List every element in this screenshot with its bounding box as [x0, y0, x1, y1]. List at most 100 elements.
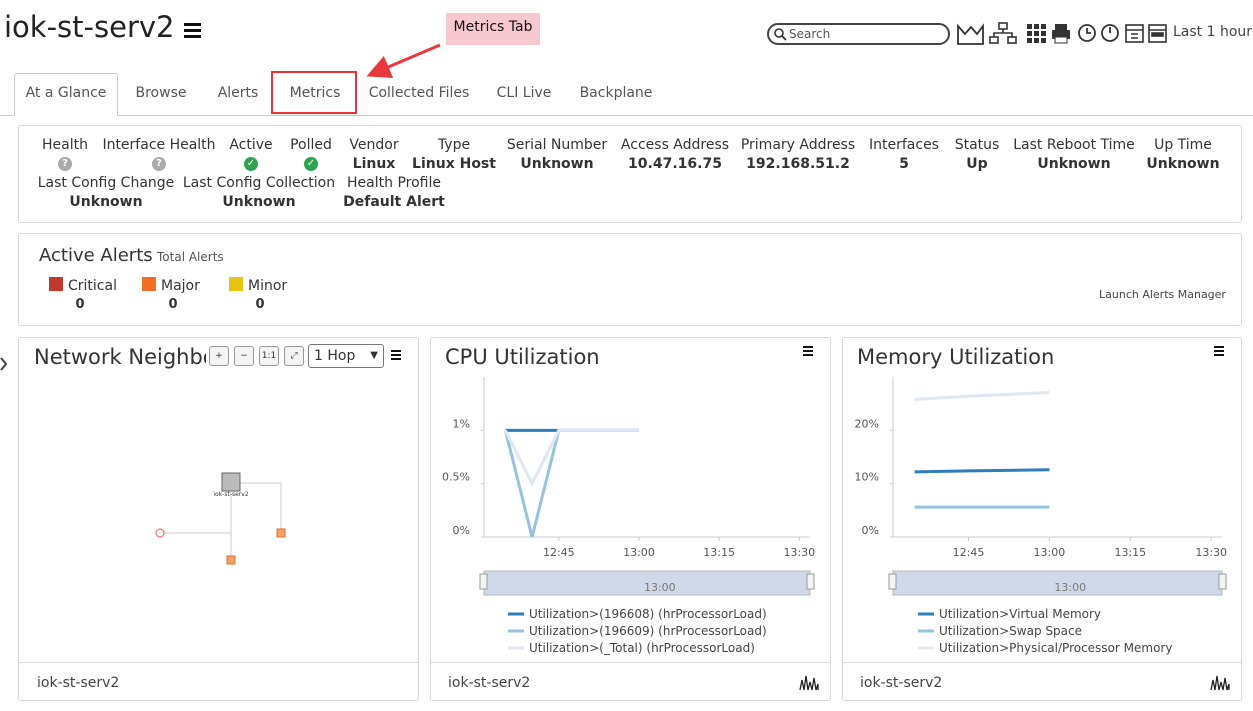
field-value: 5 [899, 156, 909, 172]
x-tick-label: 13:30 [1195, 546, 1227, 559]
x-tick-label: 13:15 [1114, 546, 1146, 559]
field-value: Up [966, 156, 988, 172]
footer-line [19, 662, 418, 663]
memory-footer: iok-st-serv2 [860, 675, 943, 691]
cpu-title: CPU Utilization [445, 345, 600, 369]
menu-icon[interactable] [803, 346, 813, 348]
time-range[interactable]: Last 1 hour [1173, 24, 1253, 40]
tab[interactable]: Alerts [217, 85, 259, 101]
node[interactable] [155, 528, 165, 538]
field-label: Primary Address [740, 137, 856, 153]
memory-title: Memory Utilization [857, 345, 1055, 369]
alerts-subtitle: Total Alerts [157, 250, 224, 264]
field-value: Unknown [520, 156, 594, 172]
field-label: Up Time [1154, 137, 1212, 153]
field-label: Last Config Collection [182, 175, 336, 191]
hop-value: 1 Hop [314, 348, 356, 364]
status-icon: ✓ [244, 157, 258, 171]
alerts-manager-link[interactable]: Launch Alerts Manager [1099, 288, 1226, 301]
legend-label[interactable]: Utilization>(196609) (hrProcessorLoad) [529, 624, 767, 638]
fit-button[interactable]: ⤢ [284, 346, 304, 366]
menu-icon[interactable] [1214, 346, 1224, 348]
field-label: Interface Health [102, 137, 216, 153]
calendar-icon[interactable] [1125, 24, 1144, 43]
zoom-reset-button[interactable]: 1:1 [259, 346, 279, 366]
navigator [483, 570, 811, 596]
tab[interactable]: Collected Files [368, 85, 470, 101]
device-node[interactable] [221, 472, 241, 492]
zoom-out-button[interactable]: − [234, 346, 254, 366]
network-panel [18, 337, 419, 701]
legend-label[interactable]: Utilization>Swap Space [939, 624, 1082, 638]
field-label: Health [42, 137, 88, 153]
cpu-panel [430, 337, 831, 701]
series-line [503, 428, 639, 538]
field-label: Serial Number [506, 137, 608, 153]
map-icon[interactable] [957, 23, 984, 45]
menu-icon[interactable] [184, 23, 201, 38]
severity-name: Major [161, 278, 200, 294]
field-label: Type [437, 137, 471, 153]
tab[interactable]: Backplane [579, 85, 653, 101]
legend-label[interactable]: Utilization>(_Total) (hrProcessorLoad) [529, 641, 755, 655]
field-value: Default Alert [343, 194, 445, 210]
tab[interactable]: At a Glance [25, 85, 107, 101]
metrics-icon[interactable] [799, 675, 819, 691]
memory-panel [842, 337, 1242, 701]
field-value: Unknown [222, 194, 296, 210]
navigator-handle [1218, 573, 1227, 590]
hop-select[interactable]: 1 Hop ▼ [308, 344, 384, 368]
legend-label[interactable]: Utilization>Physical/Processor Memory [939, 641, 1172, 655]
x-tick-label: 13:00 [623, 546, 655, 559]
severity-swatch [49, 277, 63, 291]
timer-icon[interactable] [1101, 24, 1119, 42]
alerts-title: Active Alerts [39, 245, 153, 266]
field-label: Active [229, 137, 273, 153]
field-value: 192.168.51.2 [746, 156, 850, 172]
device-title: iok-st-serv2 [4, 10, 175, 44]
x-tick-label: 12:45 [543, 546, 575, 559]
search-box[interactable]: Search [767, 23, 950, 45]
topology-icon[interactable] [989, 22, 1017, 44]
y-tick-label: 0.5% [442, 471, 470, 484]
metrics-icon[interactable] [1210, 675, 1230, 691]
clock-icon[interactable] [1078, 24, 1096, 42]
node[interactable] [276, 528, 286, 538]
field-label: Status [954, 137, 1000, 153]
node-label: iok-st-serv2 [213, 491, 248, 498]
legend-label[interactable]: Utilization>Virtual Memory [939, 607, 1101, 621]
field-value: Linux [352, 156, 396, 172]
field-label: Last Config Change [37, 175, 175, 191]
severity-name: Critical [68, 278, 117, 294]
node[interactable] [226, 555, 236, 565]
annotation-label: Metrics Tab [446, 13, 540, 45]
x-tick-label: 12:45 [953, 546, 985, 559]
y-tick-label: 0% [453, 524, 470, 537]
tab[interactable]: CLI Live [496, 85, 552, 101]
tab[interactable]: Metrics [289, 85, 341, 101]
tab[interactable]: Browse [135, 85, 187, 101]
zoom-in-button[interactable]: + [209, 346, 229, 366]
field-label: Interfaces [869, 137, 939, 153]
calendar-range-icon[interactable] [1148, 24, 1167, 43]
status-icon: ✓ [304, 157, 318, 171]
menu-icon[interactable] [391, 350, 401, 352]
highlight-box [271, 71, 357, 114]
tab-baseline [0, 115, 1253, 116]
alerts-panel [18, 233, 1242, 326]
network-footer: iok-st-serv2 [37, 675, 120, 691]
field-value: Unknown [1037, 156, 1111, 172]
grid-icon[interactable] [1027, 24, 1046, 43]
severity-count: 0 [255, 297, 265, 312]
field-value: Unknown [1146, 156, 1220, 172]
severity-count: 0 [75, 297, 85, 312]
collapse-arrow[interactable] [0, 357, 8, 371]
y-tick-label: 10% [855, 471, 879, 484]
cpu-footer: iok-st-serv2 [448, 675, 531, 691]
field-value: 10.47.16.75 [628, 156, 722, 172]
field-label: Polled [290, 137, 332, 153]
legend-label[interactable]: Utilization>(196608) (hrProcessorLoad) [529, 607, 767, 621]
print-icon[interactable] [1052, 24, 1070, 44]
